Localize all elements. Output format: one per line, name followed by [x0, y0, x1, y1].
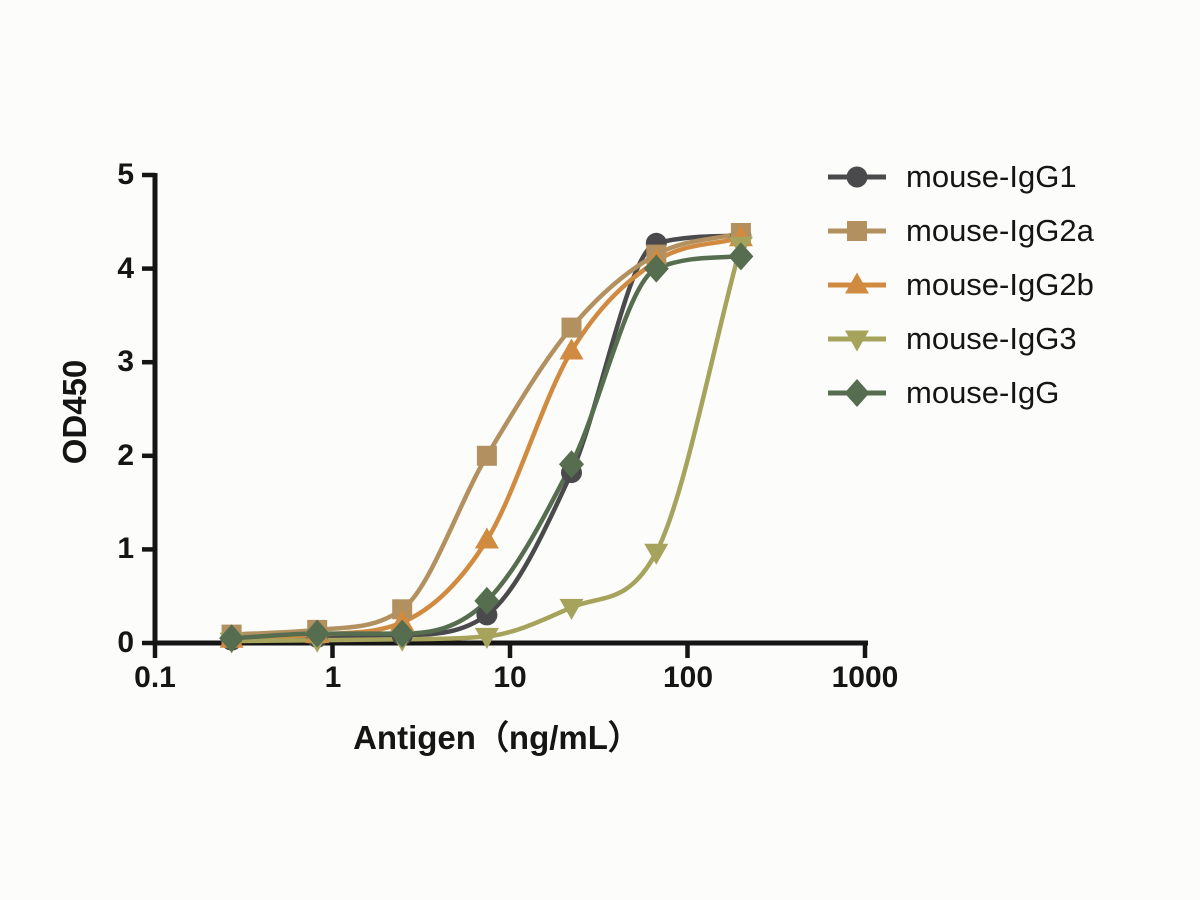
legend-item-mouse-igg1: mouse-IgG1 — [826, 150, 1094, 204]
curve-mouse-IgG1 — [229, 233, 744, 643]
legend-marker-diamond-icon — [828, 379, 886, 407]
y-axis-title: OD450 — [56, 359, 93, 465]
curve-mouse-IgG2a — [229, 230, 744, 637]
y-tick-label-0: 0 — [117, 626, 134, 659]
curve-mouse-IgG2b — [229, 235, 744, 642]
legend-marker-mouse-IgG2a — [847, 221, 867, 241]
x-tick-label-1: 1 — [324, 661, 342, 694]
marker-mouse-IgG3-3 — [474, 627, 499, 649]
marker-mouse-IgG2b-4 — [559, 338, 584, 360]
marker-mouse-IgG-3 — [474, 586, 500, 615]
marker-mouse-IgG2a-4 — [561, 317, 582, 338]
x-tick-label-0.1: 0.1 — [134, 661, 176, 694]
marker-mouse-IgG3-5 — [644, 543, 669, 565]
legend-label: mouse-IgG2b — [906, 267, 1094, 302]
marker-mouse-IgG-1 — [304, 619, 330, 648]
y-tick-label-1: 1 — [117, 532, 134, 565]
marker-mouse-IgG-6 — [728, 242, 754, 271]
x-axis-title: Antigen（ng/mL） — [353, 719, 641, 756]
legend: mouse-IgG1 mouse-IgG2a mouse-IgG2b mouse… — [826, 150, 1094, 420]
marker-mouse-IgG-0 — [219, 624, 245, 653]
marker-mouse-IgG2b-3 — [474, 527, 499, 549]
legend-marker-triangle-down-icon — [828, 330, 886, 352]
legend-item-mouse-igg3: mouse-IgG3 — [826, 312, 1094, 366]
x-tick-label-10: 10 — [493, 661, 527, 694]
legend-item-mouse-igg2b: mouse-IgG2b — [826, 258, 1094, 312]
legend-marker-mouse-IgG1 — [846, 166, 868, 188]
legend-label: mouse-IgG3 — [906, 321, 1077, 356]
legend-marker-mouse-IgG3 — [845, 330, 869, 352]
legend-marker-triangle-up-icon — [828, 272, 886, 294]
curve-mouse-IgG3 — [229, 242, 744, 644]
y-tick-label-5: 5 — [117, 158, 134, 191]
x-tick-label-1000: 1000 — [831, 661, 899, 694]
legend-label: mouse-IgG1 — [906, 159, 1077, 194]
legend-marker-circle-icon — [828, 166, 886, 188]
legend-marker-mouse-IgG2b — [845, 272, 869, 294]
legend-marker-square-icon — [828, 221, 886, 241]
y-tick-label-3: 3 — [117, 345, 134, 378]
x-tick-label-100: 100 — [662, 661, 714, 694]
y-tick-label-4: 4 — [117, 252, 134, 285]
legend-marker-mouse-IgG — [844, 379, 870, 407]
legend-label: mouse-IgG2a — [906, 213, 1094, 248]
legend-item-mouse-igg: mouse-IgG — [826, 366, 1094, 420]
y-tick-label-2: 2 — [117, 439, 134, 472]
marker-mouse-IgG2a-2 — [392, 599, 413, 620]
marker-mouse-IgG-5 — [643, 254, 669, 283]
marker-mouse-IgG3-4 — [559, 598, 584, 620]
marker-mouse-IgG-2 — [389, 619, 415, 648]
legend-item-mouse-igg2a: mouse-IgG2a — [826, 204, 1094, 258]
legend-label: mouse-IgG — [906, 375, 1060, 410]
marker-mouse-IgG-4 — [559, 450, 584, 479]
marker-mouse-IgG2a-3 — [476, 445, 497, 466]
